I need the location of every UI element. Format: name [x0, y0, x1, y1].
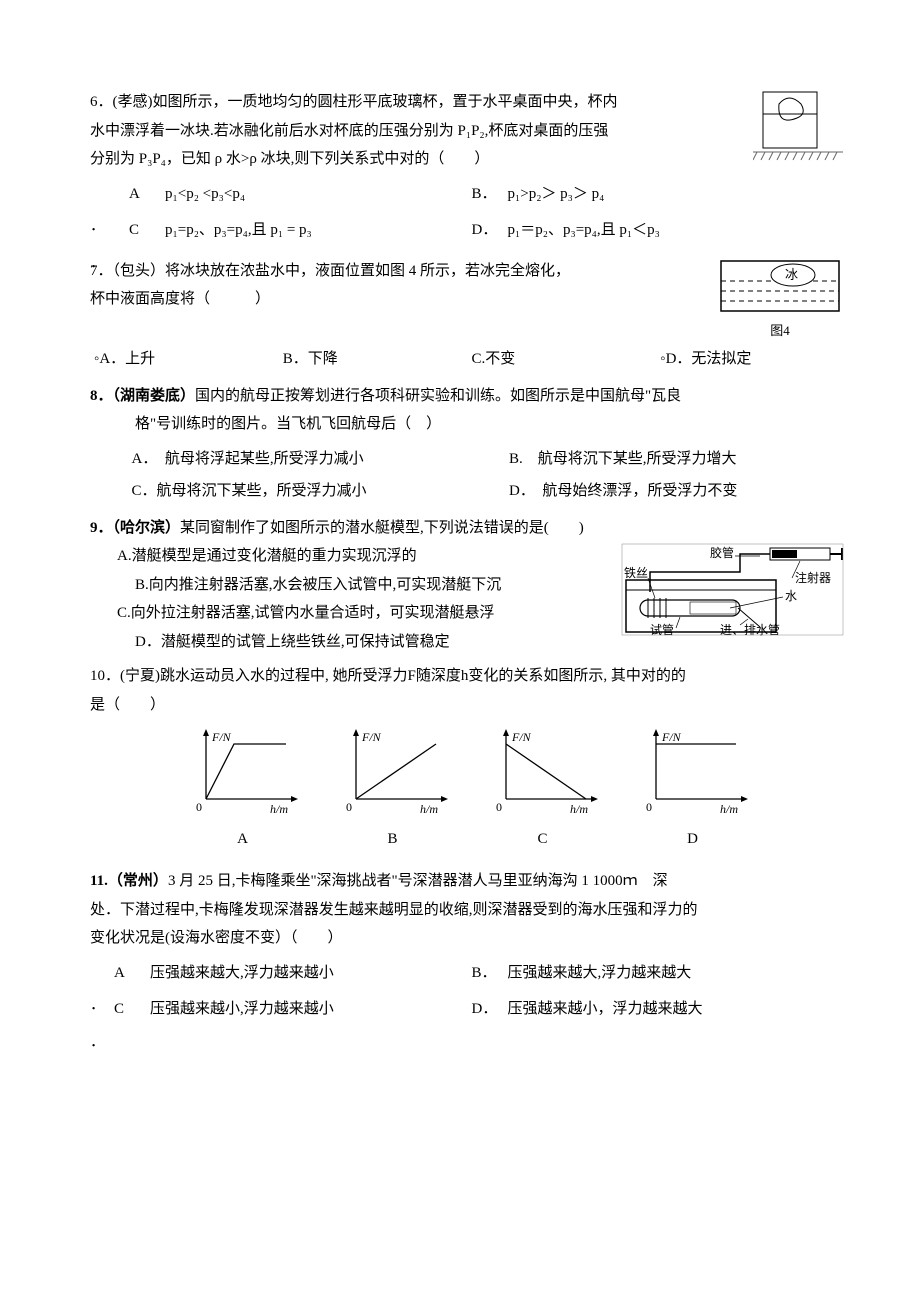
q11-optD: D．压强越来越小，浮力越来越大	[468, 993, 846, 1026]
q7-optD: ◦D．无法拟定	[656, 343, 845, 376]
svg-text:h/m: h/m	[720, 802, 738, 814]
q7-optC: C.不变	[468, 343, 657, 376]
question-11: 11.（常州）3 月 25 日,卡梅隆乘坐"深海挑战者"号深潜器潜人马里亚纳海沟…	[90, 867, 845, 1030]
q6-text: 6．(孝感)如图所示，一质地均匀的圆柱形平底玻璃杯，置于水平桌面中央，杯内 水中…	[90, 88, 845, 174]
q8-options: A． 航母将浮起某些,所受浮力减小 B. 航母将沉下某些,所受浮力增大 C．航母…	[90, 443, 883, 508]
q6-figure	[753, 88, 845, 164]
q9-lab-shui: 水	[785, 589, 797, 603]
q7-optB: B．下降	[279, 343, 468, 376]
question-10: 10．(宁夏)跳水运动员入水的过程中, 她所受浮力F随深度h变化的关系如图所示,…	[90, 662, 845, 853]
svg-text:h/m: h/m	[570, 802, 588, 814]
q7-optA: ◦A．上升	[90, 343, 279, 376]
q11-line3: 变化状况是(设海水密度不变）（ ）	[90, 924, 845, 953]
q11-optC: C压强越来越小,浮力越来越小	[90, 993, 468, 1026]
q11-optA: A压强越来越大,浮力越来越小	[90, 957, 468, 990]
q7-caption: 图4	[715, 319, 845, 344]
q10-graphs: F/Nh/m0A F/Nh/m0B F/Nh/m0C F/Nh/m0D	[90, 729, 845, 853]
q7-ice-label: 冰	[785, 267, 798, 282]
q10-graphD: F/Nh/m0D	[638, 729, 748, 853]
q6-figure-svg	[753, 88, 845, 164]
q6-options: Ap₁<p₂ <p₃<p₄ B．p₁>p₂＞ p₃＞ p₄ ． Cp₁=p₂、p…	[90, 178, 845, 251]
svg-text:h/m: h/m	[270, 802, 288, 814]
q9-lab-tiesi: 铁丝	[624, 566, 648, 580]
q9-figure: 胶管 铁丝 注射器 水 试管 进、排水管	[620, 542, 845, 637]
q6-line3: 分别为 P₃P₄，已知 ρ 水>ρ 冰块,则下列关系式中对的（ ）	[90, 145, 845, 174]
q8-optC: C．航母将沉下某些，所受浮力减小	[128, 475, 506, 508]
q7-figure: 冰 图4	[715, 257, 845, 344]
q6-optC: Cp₁=p₂、p₃=p₄,且 p₁ = p₃	[90, 214, 468, 247]
q11-line1: 11.（常州）3 月 25 日,卡梅隆乘坐"深海挑战者"号深潜器潜人马里亚纳海沟…	[90, 867, 845, 896]
q8-line2: 格"号训练时的图片。当飞机飞回航母后（ ）	[90, 410, 845, 439]
q9-lab-zhusheqi: 注射器	[795, 570, 831, 585]
q11-optA-dot: ．	[90, 989, 468, 993]
q8-optB: B. 航母将沉下某些,所受浮力增大	[505, 443, 883, 476]
q7-options: ◦A．上升 B．下降 C.不变 ◦D．无法拟定	[90, 343, 845, 376]
q10-graphC: F/Nh/m0C	[488, 729, 598, 853]
q6-optC-dot: ．	[90, 247, 468, 251]
q8-optA: A． 航母将浮起某些,所受浮力减小	[128, 443, 506, 476]
q11-optC-dot: ．	[90, 1026, 468, 1030]
svg-text:0: 0	[196, 800, 202, 814]
svg-text:F/N: F/N	[211, 730, 232, 744]
q9-figure-svg: 胶管 铁丝 注射器 水 试管 进、排水管	[620, 542, 845, 637]
q10-graphB: F/Nh/m0B	[338, 729, 448, 853]
q9-lab-jiaoguan: 胶管	[710, 545, 734, 560]
q11-options: A压强越来越大,浮力越来越小 B．压强越来越大,浮力越来越大 ． C压强越来越小…	[90, 957, 845, 1030]
svg-text:F/N: F/N	[361, 730, 382, 744]
question-9: 9．（哈尔滨）某同窗制作了如图所示的潜水艇模型,下列说法错误的是( )	[90, 514, 845, 657]
q6-optA-dot: ．	[90, 210, 468, 214]
svg-text:0: 0	[346, 800, 352, 814]
question-7: 冰 图4 7．（包头）将冰块放在浓盐水中，液面位置如图 4 所示，若冰完全熔化，…	[90, 257, 845, 376]
q6-line1: 6．(孝感)如图所示，一质地均匀的圆柱形平底玻璃杯，置于水平桌面中央，杯内	[90, 88, 845, 117]
q10-line2: 是（ ）	[90, 691, 845, 720]
q9-prompt: 9．（哈尔滨）某同窗制作了如图所示的潜水艇模型,下列说法错误的是( )	[90, 514, 845, 543]
svg-text:F/N: F/N	[661, 730, 682, 744]
q8-optD: D． 航母始终漂浮，所受浮力不变	[505, 475, 883, 508]
question-8: 8．（湖南娄底）国内的航母正按筹划进行各项科研实验和训练。如图所示是中国航母"瓦…	[90, 382, 845, 508]
svg-text:0: 0	[496, 800, 502, 814]
question-6: 6．(孝感)如图所示，一质地均匀的圆柱形平底玻璃杯，置于水平桌面中央，杯内 水中…	[90, 88, 845, 251]
q11-optB: B．压强越来越大,浮力越来越大	[468, 957, 846, 990]
q6-optA: Ap₁<p₂ <p₃<p₄	[90, 178, 468, 211]
q10-line1: 10．(宁夏)跳水运动员入水的过程中, 她所受浮力F随深度h变化的关系如图所示,…	[90, 662, 845, 691]
q6-line2: 水中漂浮着一冰块.若冰融化前后水对杯底的压强分别为 P₁P₂,杯底对桌面的压强	[90, 117, 845, 146]
q7-figure-svg: 冰	[715, 257, 845, 319]
q10-graphA: F/Nh/m0A	[188, 729, 298, 853]
svg-text:F/N: F/N	[511, 730, 532, 744]
svg-text:h/m: h/m	[420, 802, 438, 814]
q8-line1: 8．（湖南娄底）国内的航母正按筹划进行各项科研实验和训练。如图所示是中国航母"瓦…	[90, 382, 845, 411]
q6-optB: B．p₁>p₂＞ p₃＞ p₄	[468, 178, 846, 211]
svg-text:0: 0	[646, 800, 652, 814]
q6-optD: D．p₁＝p₂、p₃=p₄,且 p₁＜p₃	[468, 214, 846, 247]
q11-line2: 处．下潜过程中,卡梅隆发现深潜器发生越来越明显的收缩,则深潜器受到的海水压强和浮…	[90, 896, 845, 925]
